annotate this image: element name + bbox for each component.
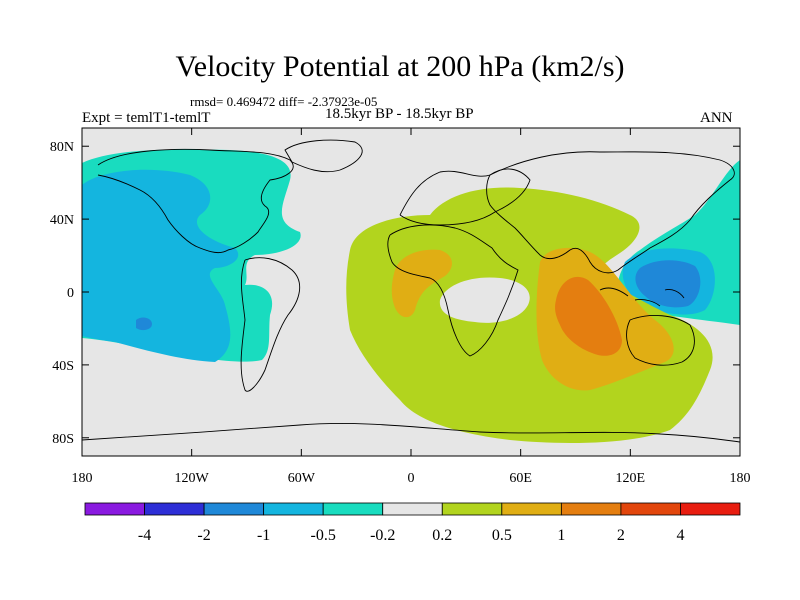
contour-neg3-pacific-core bbox=[136, 317, 152, 331]
colorbar-swatch bbox=[322, 502, 384, 516]
contour-pos3-indian bbox=[555, 276, 622, 356]
colorbar-swatch bbox=[441, 502, 503, 516]
season-label: ANN bbox=[700, 110, 733, 126]
y-tick-label: 80S bbox=[52, 432, 74, 447]
contour-neg2-pacific-east bbox=[82, 169, 239, 362]
colorbar-swatch bbox=[501, 502, 562, 516]
colorbar-swatch bbox=[382, 502, 443, 516]
x-tick-label: 120W bbox=[175, 471, 210, 486]
coast-africa bbox=[387, 224, 519, 357]
chart-title: Velocity Potential at 200 hPa (km2/s) bbox=[175, 50, 625, 83]
stats-text: rmsd= 0.469472 diff= -2.37923e-05 bbox=[190, 94, 378, 109]
x-tick-label: 180 bbox=[730, 471, 751, 486]
colorbar-swatch bbox=[680, 502, 741, 516]
x-tick-label: 120E bbox=[616, 471, 646, 486]
period-label: 18.5kyr BP - 18.5kyr BP bbox=[325, 106, 474, 122]
y-tick-label: 80N bbox=[50, 140, 74, 155]
x-tick-label: 60E bbox=[509, 471, 532, 486]
colorbar-label: 2 bbox=[617, 527, 625, 544]
x-tick-label: 180 bbox=[72, 471, 93, 486]
colorbar-label: -1 bbox=[257, 527, 270, 544]
contour-neg3-pacific-west bbox=[635, 260, 701, 308]
colorbar-label: 0.2 bbox=[432, 527, 452, 544]
coast-south-america bbox=[240, 257, 301, 392]
colorbar-swatch bbox=[620, 502, 681, 516]
colorbar-swatch bbox=[84, 502, 145, 516]
colorbar-label: 4 bbox=[676, 527, 684, 544]
colorbar-swatch bbox=[144, 502, 205, 516]
coast-greenland bbox=[284, 139, 363, 173]
y-tick-label: 0 bbox=[67, 286, 74, 301]
y-axis: 80N 40N 0 40S 80S bbox=[50, 140, 740, 447]
colorbar: -4 -2 -1 -0.5 -0.2 0.2 0.5 1 2 4 bbox=[84, 502, 741, 544]
colorbar-label: -2 bbox=[197, 527, 210, 544]
colorbar-swatch bbox=[203, 502, 265, 516]
colorbar-label: -0.2 bbox=[370, 527, 395, 544]
coastlines bbox=[82, 139, 740, 443]
colorbar-label: -4 bbox=[138, 527, 151, 544]
colorbar-label: 1 bbox=[557, 527, 565, 544]
coast-north-america bbox=[97, 148, 294, 254]
coast-asia bbox=[486, 151, 735, 274]
x-tick-label: 60W bbox=[288, 471, 316, 486]
x-tick-label: 0 bbox=[408, 471, 415, 486]
contour-fields bbox=[82, 149, 740, 443]
colorbar-label: -0.5 bbox=[311, 527, 336, 544]
y-tick-label: 40N bbox=[50, 213, 74, 228]
experiment-label: Expt = temlT1-temlT bbox=[82, 110, 211, 126]
coast-maritime bbox=[599, 287, 685, 307]
colorbar-label: 0.5 bbox=[492, 527, 512, 544]
coast-australia bbox=[626, 315, 695, 366]
colorbar-swatch bbox=[560, 502, 622, 516]
colorbar-swatch bbox=[263, 502, 324, 516]
contour-pos2-west-africa bbox=[391, 249, 452, 318]
x-axis: 180 120W 60W 0 60E 120E 180 bbox=[72, 128, 751, 486]
coast-antarctica bbox=[82, 422, 740, 443]
contour-gap-east-africa bbox=[439, 277, 530, 323]
y-tick-label: 40S bbox=[52, 359, 74, 374]
